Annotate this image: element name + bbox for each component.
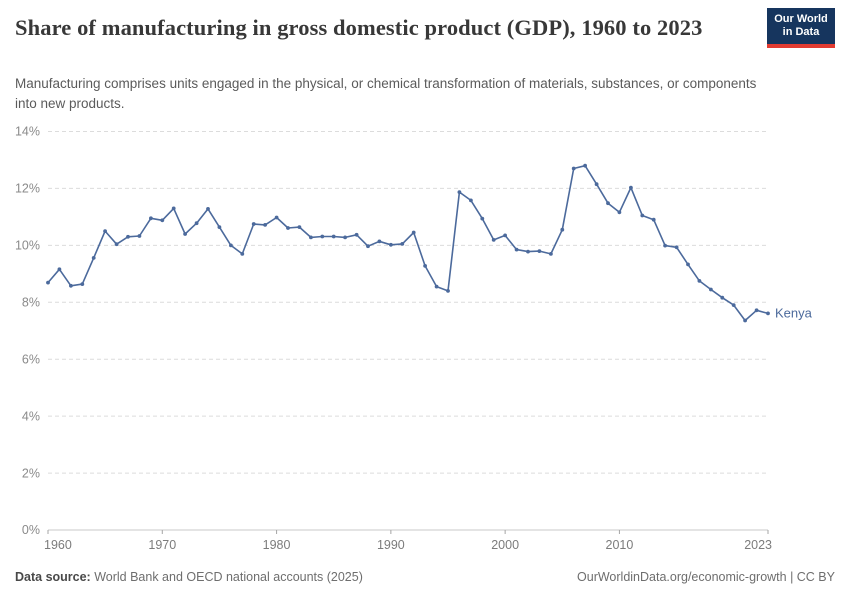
data-point-2011 [629,185,633,190]
data-point-2022 [754,308,759,313]
data-point-1980 [274,215,279,220]
data-point-2009 [606,201,610,206]
data-point-2002 [526,249,530,254]
data-point-2005 [560,227,565,232]
data-point-1986 [343,235,347,240]
data-point-1976 [229,243,233,248]
data-point-1985 [331,234,336,239]
data-point-1960 [46,280,50,285]
data-point-1967 [126,234,130,239]
data-point-1972 [183,232,188,236]
data-point-1969 [149,216,153,221]
owid-logo-line2: in Data [782,26,820,38]
data-point-1962 [69,283,73,288]
data-point-2008 [594,182,599,187]
data-point-1996 [457,190,462,195]
data-point-1999 [491,238,496,242]
chart-footer: Data source: World Bank and OECD nationa… [15,570,835,584]
data-point-1979 [263,223,267,227]
data-point-2015 [674,245,679,250]
data-point-1989 [377,239,382,244]
data-point-2013 [651,217,656,222]
data-point-2018 [709,287,713,292]
data-point-2020 [731,303,736,307]
x-axis-label-1970: 1970 [148,538,176,552]
data-point-1971 [171,206,176,211]
data-point-1963 [80,282,85,286]
data-point-1983 [309,235,313,240]
data-point-1990 [389,242,393,247]
data-point-1988 [366,244,370,249]
y-axis-label-0: 0% [22,523,40,537]
data-point-1994 [434,284,439,289]
data-point-1984 [320,234,325,239]
data-point-2019 [720,295,725,300]
data-point-1992 [411,230,416,235]
data-point-1981 [286,226,290,230]
data-point-1964 [91,256,96,260]
y-axis-label-10: 10% [15,239,40,253]
data-source-text: World Bank and OECD national accounts (2… [90,570,363,584]
owid-logo-line1: Our World [774,13,828,26]
y-axis-label-4: 4% [22,409,40,423]
data-point-1991 [400,242,405,246]
x-axis-label-1980: 1980 [263,538,291,552]
data-point-1998 [480,216,485,221]
page-title: Share of manufacturing in gross domestic… [15,15,703,40]
data-point-1975 [217,225,222,230]
data-point-1966 [114,242,119,247]
data-point-2006 [571,166,576,171]
data-point-2001 [514,247,519,252]
data-point-1997 [469,198,473,203]
chart-subtitle: Manufacturing comprises units engaged in… [15,76,757,112]
data-point-2017 [697,279,702,283]
data-point-1968 [137,234,142,238]
data-source-note: Data source: World Bank and OECD nationa… [15,570,363,584]
data-point-2004 [549,252,553,256]
data-point-1982 [297,225,302,230]
data-point-2021 [743,318,747,323]
data-point-1961 [57,267,62,272]
data-point-2003 [537,249,542,254]
y-axis-label-12: 12% [15,182,40,196]
data-point-1993 [423,264,427,268]
data-source-label: Data source: [15,570,91,584]
kenya-data-line[interactable] [47,164,769,322]
data-point-2007 [583,163,587,168]
y-axis-label-2: 2% [22,466,40,480]
data-point-2000 [503,233,507,238]
data-point-1965 [103,229,107,234]
y-axis-label-14: 14% [15,125,40,139]
x-axis-label-1990: 1990 [377,538,405,552]
data-point-2023 [766,311,770,316]
data-point-1970 [160,218,165,223]
x-axis-label-2023: 2023 [744,538,772,552]
data-point-2010 [617,210,622,215]
data-point-2014 [663,243,667,248]
data-point-2016 [686,262,690,267]
data-point-1978 [251,222,256,226]
y-axis-label-8: 8% [22,295,40,309]
data-point-1987 [354,232,359,237]
data-point-1974 [206,207,210,211]
x-axis-label-2010: 2010 [606,538,634,552]
owid-logo[interactable]: Our World in Data [767,8,835,48]
data-point-1995 [446,289,450,293]
x-axis-label-1960: 1960 [44,538,72,552]
entity-label-kenya[interactable]: Kenya [775,306,813,321]
data-point-2012 [640,213,645,218]
credit-link[interactable]: OurWorldinData.org/economic-growth | CC … [577,570,835,584]
data-point-1973 [194,221,199,226]
y-axis-label-6: 6% [22,352,40,366]
x-axis-label-2000: 2000 [491,538,519,552]
data-point-1977 [240,252,245,256]
